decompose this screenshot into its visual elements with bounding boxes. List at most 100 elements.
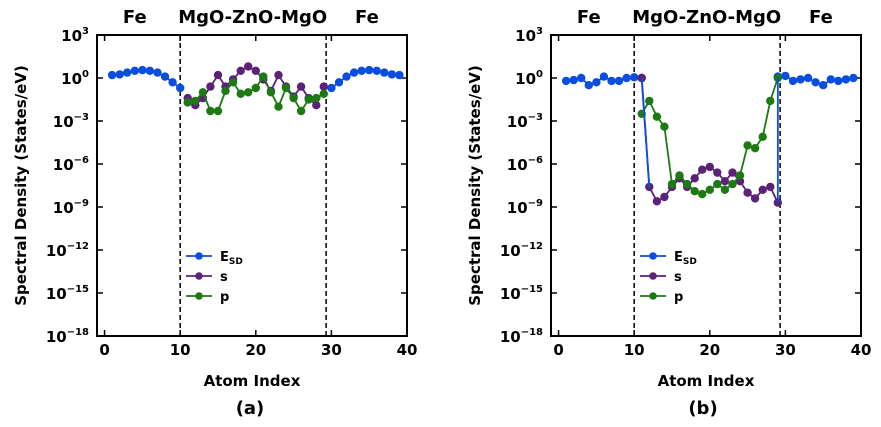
data-point — [766, 182, 775, 192]
data-point — [251, 83, 260, 93]
data-point — [145, 66, 155, 75]
y-tick-label: 10−18 — [46, 327, 89, 346]
plot-frame — [96, 34, 408, 337]
x-tick-label: 20 — [699, 341, 720, 359]
y-axis-label: Spectral Density (States/eV) — [12, 65, 30, 306]
data-point — [803, 73, 813, 83]
data-point — [349, 68, 359, 77]
x-tick-label: 30 — [321, 341, 342, 359]
data-point — [614, 76, 624, 86]
data-point — [115, 70, 124, 79]
series-p — [183, 72, 328, 116]
data-point — [720, 185, 730, 194]
plot-frame — [550, 34, 862, 337]
data-point — [274, 102, 283, 111]
data-point — [221, 86, 230, 96]
data-point — [395, 70, 404, 80]
data-point — [660, 122, 669, 131]
data-point — [569, 75, 578, 85]
data-point — [750, 143, 760, 153]
data-point — [652, 112, 662, 121]
y-tick-label: 10−3 — [507, 112, 543, 131]
y-tick-label: 10−9 — [507, 198, 543, 217]
legend-label: s — [674, 270, 682, 285]
data-point — [334, 78, 344, 87]
data-point — [138, 65, 147, 75]
data-point — [728, 179, 737, 189]
data-point — [259, 72, 268, 81]
y-tick-label: 10−6 — [53, 155, 89, 174]
data-point — [645, 96, 654, 106]
data-point — [841, 75, 851, 84]
data-point — [387, 70, 397, 79]
data-point — [690, 186, 699, 196]
data-point — [577, 73, 586, 83]
data-point — [720, 176, 730, 186]
data-point — [728, 168, 737, 177]
data-point — [296, 82, 306, 91]
series-s — [637, 73, 782, 207]
data-point — [811, 78, 820, 87]
legend-marker — [195, 292, 203, 300]
y-tick-label: 103 — [515, 26, 543, 45]
y-axis-label: Spectral Density (States/eV) — [466, 65, 484, 306]
y-tick-label: 10−12 — [46, 241, 89, 260]
data-point — [592, 78, 601, 87]
data-point — [107, 70, 117, 80]
data-point — [743, 141, 752, 150]
data-point — [819, 80, 828, 90]
region-label: Fe — [123, 7, 147, 28]
data-point — [236, 66, 245, 75]
data-point — [372, 66, 381, 75]
legend-marker — [195, 272, 203, 280]
data-point — [682, 179, 692, 189]
data-point — [365, 65, 374, 75]
x-tick-label: 10 — [170, 341, 191, 359]
data-point — [735, 171, 745, 180]
data-point — [766, 96, 775, 106]
data-point — [243, 62, 253, 71]
data-point — [758, 132, 767, 141]
series-line — [187, 74, 325, 113]
legend-marker — [195, 252, 203, 260]
series-line — [640, 77, 779, 196]
data-point — [296, 106, 306, 116]
data-point — [289, 93, 298, 103]
panel-label: (a) — [236, 398, 265, 419]
data-point — [690, 174, 699, 183]
data-point — [153, 68, 162, 77]
data-point — [781, 71, 790, 81]
data-point — [213, 106, 223, 116]
data-point — [698, 165, 707, 174]
data-point — [622, 73, 631, 83]
data-point — [130, 66, 139, 75]
data-point — [705, 185, 714, 194]
data-point — [160, 72, 170, 81]
data-point — [584, 80, 593, 90]
y-tick-label: 10−3 — [53, 112, 89, 131]
y-tick-label: 100 — [61, 69, 89, 88]
y-tick-label: 10−6 — [507, 155, 543, 174]
x-tick-label: 0 — [99, 341, 109, 359]
legend-marker — [649, 252, 657, 260]
data-point — [319, 82, 328, 91]
legend-marker — [649, 292, 657, 300]
data-point — [826, 75, 835, 84]
data-point — [713, 179, 722, 189]
y-tick-label: 10−12 — [500, 241, 543, 260]
data-point — [849, 73, 858, 83]
data-point — [191, 96, 200, 106]
data-point — [236, 89, 245, 98]
data-point — [281, 83, 291, 93]
y-tick-label: 10−15 — [46, 284, 89, 303]
data-point — [834, 76, 843, 86]
data-point — [561, 76, 571, 86]
legend-marker — [649, 272, 657, 280]
y-tick-label: 10−15 — [500, 284, 543, 303]
data-point — [206, 82, 215, 91]
data-point — [796, 75, 805, 84]
data-point — [327, 83, 336, 93]
data-point — [274, 70, 283, 80]
data-point — [607, 76, 616, 86]
